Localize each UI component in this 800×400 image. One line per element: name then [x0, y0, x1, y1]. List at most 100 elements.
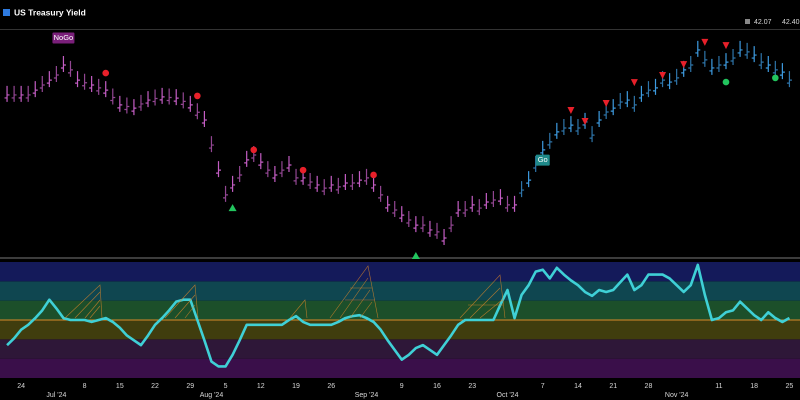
signal-badge — [52, 32, 75, 44]
x-month-label: Sep '24 — [355, 392, 379, 399]
signal-triangle — [567, 107, 575, 115]
price-bar — [216, 161, 222, 178]
price-bar — [596, 111, 602, 127]
x-tick-label: 5 — [224, 383, 228, 390]
price-bar — [772, 60, 778, 77]
price-bar — [237, 165, 243, 182]
x-month-label: Oct '24 — [497, 392, 519, 399]
price-bar — [96, 78, 102, 95]
x-month-label: Aug '24 — [200, 392, 224, 399]
price-bar — [39, 75, 45, 92]
signal-triangle — [659, 72, 667, 79]
price-bar — [758, 53, 764, 70]
signal-dot — [370, 171, 377, 179]
signal-triangle — [630, 79, 638, 87]
price-bar — [540, 140, 546, 157]
price-bar — [709, 58, 715, 75]
price-bar — [258, 153, 264, 170]
price-bar — [371, 175, 377, 192]
x-tick-label: 28 — [645, 383, 653, 390]
price-bar — [469, 195, 475, 212]
signal-label: Go — [538, 155, 548, 164]
price-bar — [462, 201, 468, 217]
oscillator-panel — [0, 262, 800, 378]
price-bar — [159, 87, 165, 104]
signal-triangle — [680, 61, 688, 69]
price-bar — [11, 85, 17, 102]
price-bar — [688, 56, 694, 73]
price-bar — [624, 91, 630, 108]
symbol-icon — [3, 9, 10, 16]
oscillator-line — [6, 263, 791, 368]
signal-dot — [194, 92, 201, 100]
signal-triangle — [602, 99, 610, 107]
price-bar — [779, 63, 785, 80]
price-bar — [110, 88, 116, 105]
price-bar — [286, 156, 292, 172]
price-bar — [307, 173, 313, 190]
price-bar — [420, 216, 426, 233]
price-bar — [321, 179, 327, 196]
price-bar — [568, 116, 574, 133]
x-tick-label: 22 — [151, 383, 159, 390]
price-bar — [751, 46, 757, 63]
price-bar — [82, 73, 88, 90]
price-bar — [138, 94, 144, 111]
x-tick-label: 29 — [186, 383, 194, 390]
price-bar — [786, 71, 792, 88]
price-bar — [349, 174, 355, 190]
x-tick-label: 21 — [609, 383, 617, 390]
signal-badge — [535, 154, 550, 166]
price-bar — [356, 171, 362, 188]
signal-dot — [102, 69, 110, 77]
price-bar — [512, 195, 518, 212]
price-bar — [180, 92, 186, 109]
price-bar — [490, 191, 496, 208]
x-tick-label: 25 — [786, 383, 794, 390]
price-bar — [744, 42, 750, 59]
price-bar — [730, 48, 736, 65]
oscillator-band — [0, 281, 800, 301]
price-bar — [427, 220, 433, 237]
price-bar — [702, 50, 708, 67]
price-bar — [173, 89, 179, 106]
price-bar — [244, 150, 250, 167]
price-bar — [230, 175, 236, 192]
signal-triangle — [701, 38, 709, 46]
price-bar — [653, 78, 659, 95]
price-bar — [67, 60, 73, 77]
price-bar — [279, 161, 285, 178]
price-bar — [483, 192, 489, 209]
price-bar — [272, 165, 278, 182]
price-bar — [399, 206, 405, 223]
x-tick-label: 26 — [327, 383, 335, 390]
price-bar — [455, 201, 461, 217]
signal-label: NoGo — [54, 33, 74, 42]
x-tick-label: 19 — [292, 383, 300, 390]
signal-dot — [299, 166, 307, 174]
x-tick-label: 14 — [574, 383, 582, 390]
price-bar — [75, 71, 81, 88]
price-bar — [364, 168, 370, 185]
price-bar — [145, 91, 151, 108]
price-bar — [89, 75, 95, 92]
price-bar — [117, 95, 123, 112]
signal-dot — [772, 74, 779, 82]
x-tick-label: 23 — [468, 383, 476, 390]
x-tick-label: 16 — [433, 383, 441, 390]
signal-triangle — [411, 251, 420, 259]
price-bar — [392, 201, 398, 217]
price-bar — [4, 85, 10, 102]
price-bar — [328, 175, 334, 192]
x-tick-label: 15 — [116, 383, 124, 390]
price-bar — [60, 56, 66, 73]
signal-dot — [250, 146, 258, 154]
signal-dot — [722, 78, 730, 86]
price-bar — [554, 122, 560, 139]
price-bar — [631, 95, 637, 112]
price-bar — [18, 85, 24, 102]
price-bar — [476, 199, 482, 216]
price-bar — [519, 181, 525, 198]
price-bar — [378, 185, 384, 202]
